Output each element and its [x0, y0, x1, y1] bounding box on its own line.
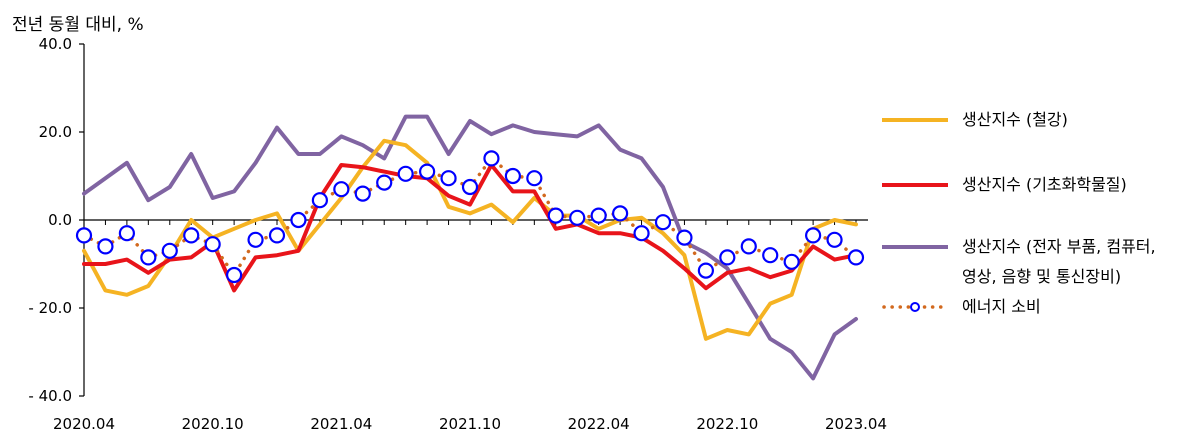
data-point-marker: [268, 227, 286, 244]
data-point-marker: [397, 165, 414, 182]
y-tick-label: 40.0: [39, 35, 72, 53]
data-point-marker: [719, 249, 736, 266]
chart-axes: 40.0 20.0 0.0 - 20.0 - 40.0 2020.04 2020.10 202…: [28, 35, 887, 433]
data-point-marker: [333, 181, 350, 198]
legend-item: 생산지수 (철강): [880, 105, 1068, 135]
x-tick-label: 2020.10: [182, 415, 244, 433]
data-point-marker: [612, 205, 629, 222]
legend-item: 생산지수 (기초화학물질): [880, 170, 1127, 200]
data-point-marker: [247, 231, 264, 248]
legend-swatch: [882, 245, 948, 249]
data-point-marker: [805, 227, 822, 244]
data-point-marker: [376, 174, 393, 191]
data-point-marker: [590, 207, 607, 224]
data-point-marker: [97, 238, 114, 255]
x-tick-label: 2022.10: [696, 415, 758, 433]
data-point-marker: [183, 227, 200, 244]
x-tick-label: 2021.10: [439, 415, 501, 433]
legend-swatch: [882, 183, 948, 187]
legend-label: 에너지 소비: [962, 297, 1041, 316]
x-tick-label: 2020.04: [53, 415, 115, 433]
data-point-marker: [204, 236, 221, 253]
legend-label: 생산지수 (전자 부품, 컴퓨터, 영상, 음향 및 통신장비): [962, 237, 1156, 286]
legend-swatch: [882, 302, 948, 312]
data-point-marker: [847, 249, 865, 266]
chart-legend: 생산지수 (철강) 생산지수 (기초화학물질) 생산지수 (전자 부품, 컴퓨터, …: [880, 0, 1198, 440]
y-tick-label: - 40.0: [28, 387, 72, 405]
y-tick-label: - 20.0: [28, 299, 72, 317]
data-point-marker: [547, 207, 564, 224]
data-point-marker: [697, 262, 714, 279]
data-point-marker: [440, 170, 457, 187]
chart-series: [75, 114, 865, 381]
legend-marker: [910, 302, 920, 312]
data-point-marker: [140, 249, 157, 266]
y-tick-label: 0.0: [48, 211, 72, 229]
data-point-marker: [290, 211, 307, 229]
data-point-marker: [419, 163, 436, 180]
y-axis-unit-label: 전년 동월 대비, %: [12, 15, 144, 35]
data-point-marker: [311, 192, 328, 209]
x-tick-label: 2021.04: [310, 415, 372, 433]
data-point-marker: [504, 167, 521, 185]
y-tick-label: 20.0: [39, 123, 72, 141]
data-point-marker: [633, 225, 650, 242]
legend-label: 생산지수 (기초화학물질): [962, 175, 1127, 194]
data-point-marker: [569, 209, 586, 226]
legend-item: 에너지 소비: [880, 292, 1041, 322]
data-point-marker: [740, 238, 757, 255]
data-point-marker: [826, 231, 843, 248]
data-point-marker: [676, 229, 693, 246]
data-point-marker: [526, 170, 543, 187]
data-point-marker: [654, 214, 672, 231]
x-tick-label: 2023.04: [825, 415, 887, 433]
x-tick-label: 2022.04: [568, 415, 630, 433]
legend-swatch: [882, 118, 948, 122]
data-point-marker: [354, 185, 371, 202]
legend-item: 생산지수 (전자 부품, 컴퓨터, 영상, 음향 및 통신장비): [880, 232, 1156, 292]
data-point-marker: [461, 178, 479, 196]
data-point-marker: [118, 225, 135, 242]
data-point-marker: [783, 253, 800, 270]
legend-label: 생산지수 (철강): [962, 110, 1068, 129]
series-line-2: [82, 114, 858, 381]
data-point-marker: [161, 242, 178, 259]
data-point-marker: [762, 247, 779, 264]
data-point-marker: [226, 266, 243, 284]
data-point-marker: [483, 150, 500, 167]
data-point-marker: [75, 227, 93, 244]
